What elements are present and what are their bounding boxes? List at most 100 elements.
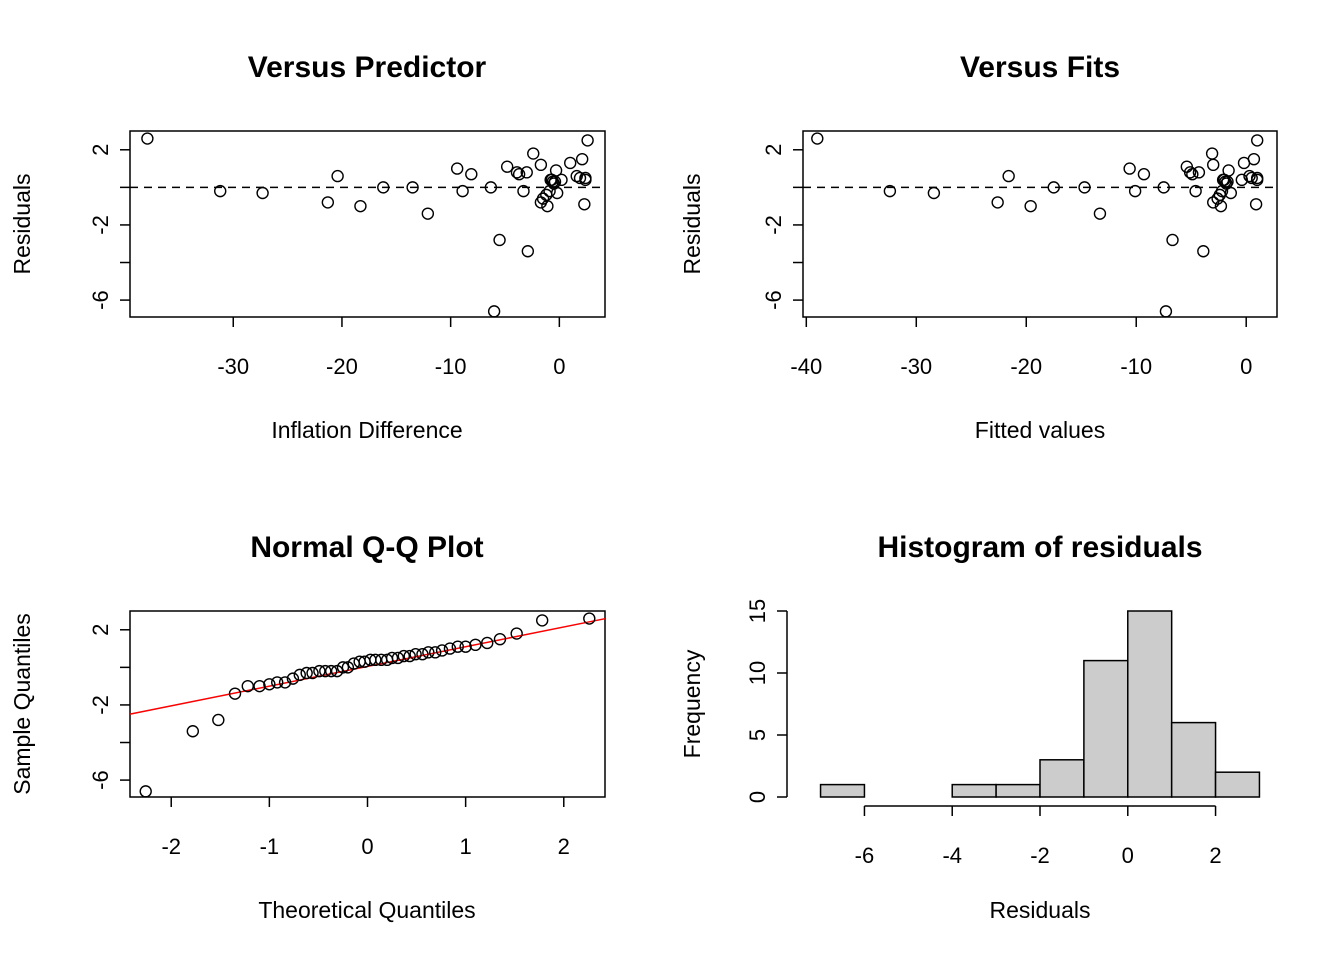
histogram-bar bbox=[995, 783, 1041, 798]
data-point bbox=[286, 672, 300, 685]
data-point bbox=[487, 305, 501, 318]
plot-marks: -30 -20 -10 0 2 -2 -6 bbox=[88, 132, 605, 379]
data-point bbox=[1245, 171, 1258, 185]
data-point bbox=[1251, 134, 1264, 147]
data-point bbox=[306, 666, 319, 680]
data-point bbox=[421, 207, 435, 220]
data-point bbox=[141, 132, 154, 145]
x-tick-label: 0 bbox=[553, 354, 565, 379]
y-axis-label: Frequency bbox=[679, 649, 705, 758]
data-point bbox=[991, 196, 1004, 209]
data-point bbox=[212, 713, 225, 727]
data-point bbox=[256, 186, 269, 200]
data-point bbox=[1207, 196, 1220, 209]
x-tick-label: -10 bbox=[435, 354, 467, 379]
data-point bbox=[510, 627, 523, 640]
histogram-bar bbox=[1039, 759, 1085, 798]
data-point bbox=[403, 649, 416, 663]
x-tick-label: -10 bbox=[1120, 354, 1152, 379]
data-point bbox=[811, 132, 824, 145]
data-point bbox=[534, 158, 548, 172]
y-tick-label: -2 bbox=[88, 215, 113, 235]
y-tick-label: 0 bbox=[745, 791, 770, 803]
y-axis-label: Residuals bbox=[9, 174, 35, 275]
data-point bbox=[1137, 168, 1151, 181]
y-axis-label: Residuals bbox=[679, 174, 705, 275]
data-point bbox=[1251, 171, 1264, 185]
plot-marks: -6 -4 -2 0 2 0 5 10 15 bbox=[745, 599, 1261, 868]
data-point bbox=[1222, 164, 1235, 177]
data-point bbox=[443, 642, 457, 655]
x-tick-label: -2 bbox=[161, 834, 181, 859]
x-tick-label: -20 bbox=[1010, 354, 1042, 379]
data-point bbox=[581, 134, 594, 147]
data-point bbox=[253, 679, 266, 693]
y-tick-label: 5 bbox=[745, 729, 770, 741]
y-tick-label: -2 bbox=[88, 695, 113, 715]
data-point bbox=[416, 648, 429, 661]
data-point bbox=[493, 233, 506, 247]
histogram-bar bbox=[1214, 771, 1261, 798]
data-point bbox=[429, 646, 442, 659]
data-point bbox=[354, 199, 367, 213]
data-point bbox=[493, 632, 507, 646]
data-point bbox=[397, 649, 411, 663]
data-point bbox=[1224, 186, 1238, 200]
data-point bbox=[1189, 184, 1202, 198]
data-point bbox=[549, 164, 563, 177]
y-tick-label: 2 bbox=[761, 144, 786, 156]
data-point bbox=[481, 636, 494, 650]
versus-predictor-panel: Versus Predictor Inflation Difference Re… bbox=[9, 51, 606, 443]
data-point bbox=[500, 160, 514, 173]
data-point bbox=[527, 147, 540, 160]
data-point bbox=[512, 168, 526, 181]
data-point bbox=[1197, 245, 1210, 258]
x-tick-label: -20 bbox=[326, 354, 358, 379]
data-point bbox=[214, 184, 227, 198]
data-point bbox=[324, 664, 338, 678]
plot-frame bbox=[802, 130, 1278, 318]
data-point bbox=[300, 666, 313, 680]
y-tick-label: -2 bbox=[761, 215, 786, 235]
histogram-bar bbox=[951, 783, 997, 798]
data-point bbox=[521, 245, 535, 258]
x-tick-label: -4 bbox=[942, 843, 962, 868]
data-point bbox=[1247, 152, 1261, 166]
data-point bbox=[564, 156, 577, 170]
y-tick-label: -6 bbox=[88, 290, 113, 310]
data-point bbox=[422, 646, 435, 659]
data-point bbox=[319, 664, 332, 678]
data-point bbox=[555, 173, 568, 187]
x-tick-label: 0 bbox=[1240, 354, 1252, 379]
normal-qq-panel: Normal Q-Q Plot Theoretical Quantiles Sa… bbox=[9, 531, 606, 923]
y-axis-label: Sample Quantiles bbox=[9, 613, 35, 795]
x-tick-label: 0 bbox=[361, 834, 373, 859]
data-point bbox=[1249, 198, 1263, 211]
data-point bbox=[520, 166, 533, 179]
histogram-bar bbox=[1083, 659, 1129, 798]
x-tick-label: 0 bbox=[1122, 843, 1134, 868]
y-tick-label: 2 bbox=[88, 624, 113, 636]
data-point bbox=[409, 648, 422, 661]
data-point bbox=[1192, 166, 1206, 179]
data-point bbox=[583, 612, 596, 625]
chart-title: Histogram of residuals bbox=[877, 531, 1202, 564]
data-point bbox=[451, 640, 464, 653]
x-axis-label: Residuals bbox=[990, 897, 1091, 923]
data-point bbox=[510, 166, 524, 179]
x-axis-label: Inflation Difference bbox=[271, 417, 462, 443]
plot-frame bbox=[129, 130, 606, 318]
x-tick-label: -2 bbox=[1030, 843, 1050, 868]
x-tick-label: -30 bbox=[217, 354, 249, 379]
data-point bbox=[1183, 166, 1197, 179]
data-point bbox=[575, 152, 589, 166]
data-point bbox=[484, 181, 498, 194]
data-point bbox=[1024, 199, 1037, 213]
data-point bbox=[293, 668, 306, 682]
data-point bbox=[435, 644, 449, 657]
x-tick-label: -6 bbox=[855, 843, 875, 868]
data-point bbox=[1157, 181, 1170, 194]
data-point bbox=[550, 186, 564, 200]
plot-frame bbox=[129, 610, 606, 798]
data-point bbox=[1243, 169, 1256, 183]
